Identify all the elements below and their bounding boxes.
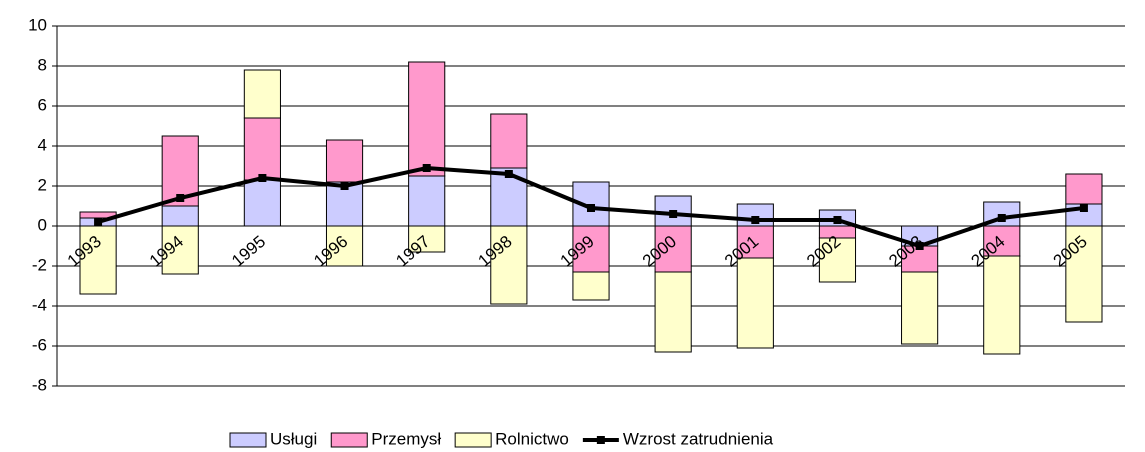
legend-swatch <box>330 432 368 448</box>
bar-segment <box>408 61 446 177</box>
y-tick-label: -4 <box>32 295 47 314</box>
bar-segment <box>818 225 857 239</box>
bar-segment <box>490 225 528 305</box>
bar-segment <box>161 205 199 227</box>
bar-segment <box>325 181 364 227</box>
x-tick-label: 1995 <box>228 232 269 271</box>
legend-label: Przemysł <box>371 429 441 448</box>
line-marker <box>915 242 924 250</box>
line-marker <box>669 210 678 218</box>
line-marker <box>587 204 595 212</box>
bar-segment <box>1065 225 1103 323</box>
bar-segment <box>243 117 281 181</box>
bar-segment <box>736 257 774 349</box>
y-tick-label: 2 <box>38 175 47 194</box>
y-tick-label: -2 <box>32 255 47 274</box>
line-marker <box>1079 204 1088 212</box>
y-tick-label: 8 <box>38 55 47 74</box>
bar-segment <box>325 139 364 183</box>
y-tick-label: 4 <box>38 135 47 154</box>
bar-segment <box>408 175 446 227</box>
bar-segment <box>243 179 281 227</box>
line-marker <box>340 182 349 190</box>
bar-segment <box>79 225 117 295</box>
line-marker <box>833 216 842 224</box>
bar-segment <box>572 271 610 301</box>
bar-segment <box>983 255 1021 355</box>
legend-marker <box>596 436 605 444</box>
bar-segment <box>490 113 528 169</box>
y-tick-label: -8 <box>32 375 47 394</box>
bar-segment <box>161 225 199 275</box>
line-marker <box>258 174 267 182</box>
legend-swatch <box>454 432 492 448</box>
bar-segment <box>983 225 1021 257</box>
line-marker <box>176 194 185 202</box>
bar-segment <box>654 225 692 273</box>
y-tick-label: -6 <box>32 335 47 354</box>
bar-segment <box>572 225 610 273</box>
y-tick-label: 10 <box>28 15 47 34</box>
y-tick-label: 0 <box>38 215 47 234</box>
y-tick-label: 6 <box>38 95 47 114</box>
line-marker <box>997 214 1006 222</box>
line-marker <box>751 216 760 224</box>
bar-segment <box>901 271 939 345</box>
bar-segment <box>818 237 857 283</box>
bar-segment <box>325 225 364 267</box>
line-marker <box>422 164 431 172</box>
bar-segment <box>243 69 281 119</box>
bar-segment <box>408 225 446 253</box>
line-marker <box>504 170 513 178</box>
legend-label: Usługi <box>270 429 317 448</box>
bar-segment <box>1065 173 1103 205</box>
line-marker <box>94 218 103 226</box>
bar-segment <box>654 271 692 353</box>
legend-swatch <box>229 432 267 448</box>
legend-label: Rolnictwo <box>495 429 569 448</box>
legend-label: Wzrost zatrudnienia <box>623 429 774 448</box>
